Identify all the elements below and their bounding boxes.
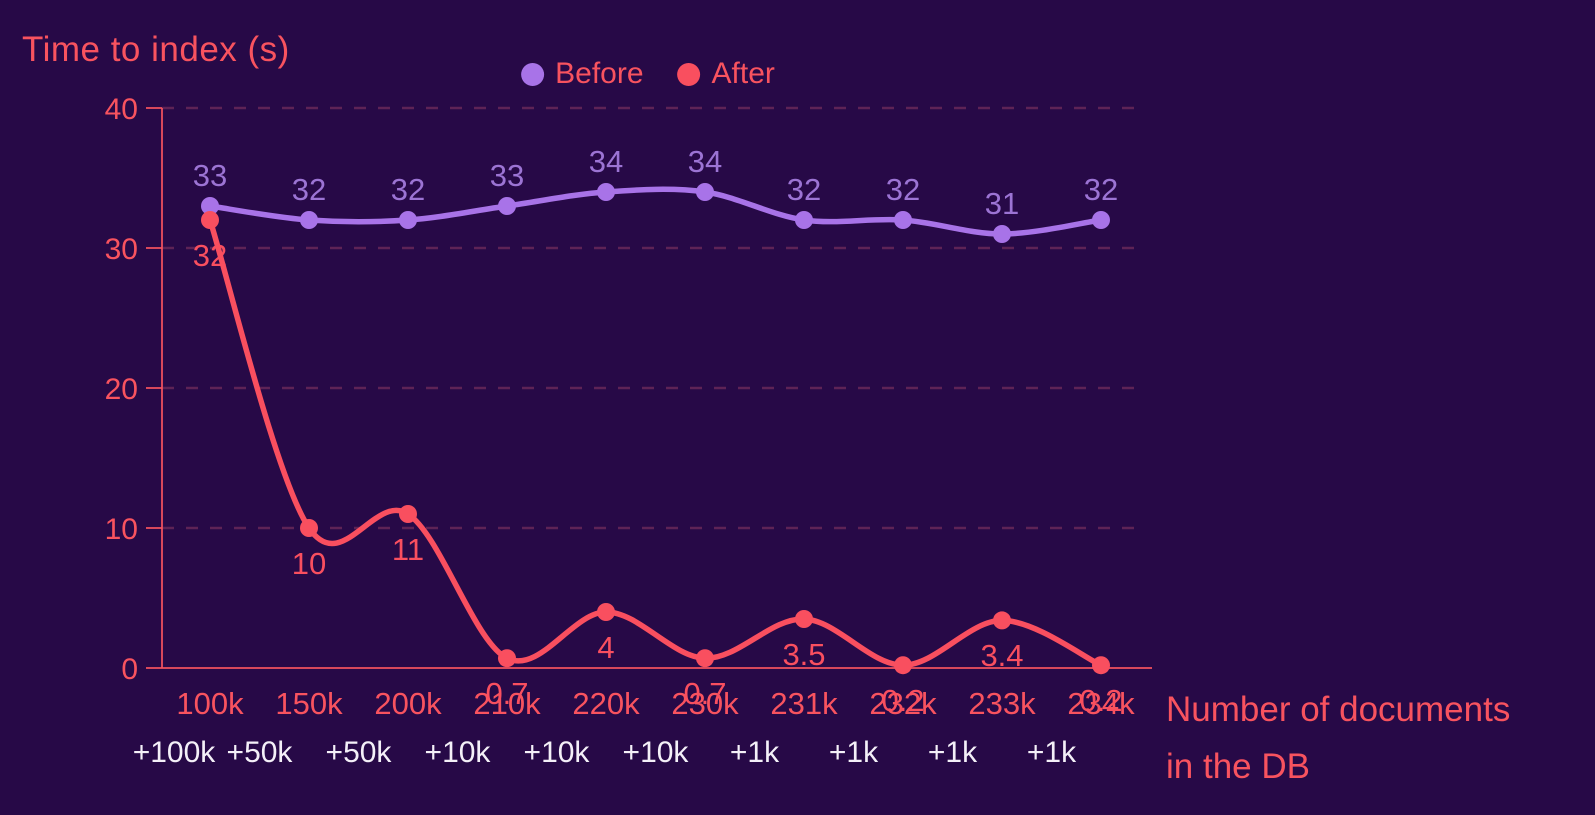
legend-dot-after-icon — [677, 62, 701, 86]
y-tick-label-0: 0 — [121, 653, 138, 686]
x-tick-label-234k: 234k — [1067, 686, 1135, 721]
increment-label-4: +10k — [524, 736, 591, 769]
after-point-label-232k: 0.2 — [881, 683, 924, 718]
after-point-label-233k: 3.4 — [980, 638, 1023, 673]
x-tick-label-150k: 150k — [275, 686, 343, 721]
before-point-label-230k: 34 — [688, 144, 722, 179]
y-tick-label-40: 40 — [105, 93, 138, 126]
y-tick-label-30: 30 — [105, 233, 138, 266]
after-point-150k[interactable] — [300, 519, 318, 537]
after-point-label-220k: 4 — [597, 630, 614, 665]
after-point-232k[interactable] — [894, 656, 912, 675]
after-point-label-210k: 0.7 — [485, 676, 528, 711]
x-tick-label-231k: 231k — [770, 686, 838, 721]
after-point-label-150k: 10 — [292, 546, 326, 581]
x-tick-label-232k: 232k — [869, 686, 937, 721]
increment-label-3: +10k — [425, 736, 492, 769]
legend-dot-before-icon — [521, 62, 545, 86]
after-point-label-100k: 32 — [193, 238, 227, 273]
after-point-100k[interactable] — [201, 211, 219, 229]
increment-label-8: +1k — [928, 736, 978, 769]
before-point-label-232k: 32 — [886, 172, 920, 207]
before-point-label-233k: 31 — [985, 186, 1019, 221]
legend: Before After — [521, 57, 775, 91]
y-tick-label-20: 20 — [105, 373, 138, 406]
before-point-label-210k: 33 — [490, 158, 524, 193]
x-tick-label-230k: 230k — [671, 686, 739, 721]
increment-label-9: +1k — [1027, 736, 1077, 769]
legend-label-after: After — [711, 57, 775, 90]
after-point-234k[interactable] — [1092, 656, 1110, 675]
y-tick-label-10: 10 — [105, 513, 138, 546]
before-point-label-200k: 32 — [391, 172, 425, 207]
before-point-label-234k: 32 — [1084, 172, 1118, 207]
after-point-233k[interactable] — [993, 611, 1011, 630]
increment-label-0: +100k — [133, 736, 217, 769]
chart-title: Time to index (s) — [22, 30, 290, 69]
legend-item-before[interactable]: Before — [521, 57, 644, 91]
increment-label-7: +1k — [829, 736, 879, 769]
legend-item-after[interactable]: After — [677, 57, 775, 91]
increment-label-2: +50k — [326, 736, 393, 769]
increment-label-6: +1k — [730, 736, 780, 769]
before-point-100k[interactable] — [201, 197, 219, 215]
x-tick-label-100k: 100k — [176, 686, 244, 721]
after-point-231k[interactable] — [795, 610, 813, 628]
after-point-200k[interactable] — [399, 505, 417, 523]
before-point-label-220k: 34 — [589, 144, 623, 179]
after-point-230k[interactable] — [696, 649, 714, 668]
before-point-label-100k: 33 — [193, 158, 227, 193]
after-point-220k[interactable] — [597, 603, 615, 621]
after-point-label-230k: 0.7 — [683, 676, 726, 711]
before-point-150k[interactable] — [300, 211, 318, 229]
before-point-230k[interactable] — [696, 183, 714, 201]
before-point-232k[interactable] — [894, 211, 912, 229]
x-axis-title-line1: Number of documents — [1166, 690, 1511, 729]
increment-label-1: +50k — [227, 736, 294, 769]
x-tick-label-200k: 200k — [374, 686, 442, 721]
legend-label-before: Before — [555, 57, 644, 90]
before-point-label-150k: 32 — [292, 172, 326, 207]
before-point-200k[interactable] — [399, 211, 417, 229]
before-point-210k[interactable] — [498, 197, 516, 215]
after-point-label-231k: 3.5 — [782, 637, 825, 672]
x-tick-label-233k: 233k — [968, 686, 1036, 721]
x-axis-title-line2: in the DB — [1166, 746, 1310, 786]
before-point-231k[interactable] — [795, 211, 813, 229]
increment-label-5: +10k — [623, 736, 690, 769]
x-axis-title: Number of documents in the DB — [1166, 682, 1510, 795]
after-point-210k[interactable] — [498, 649, 516, 668]
before-point-220k[interactable] — [597, 183, 615, 201]
after-line — [207, 217, 1104, 668]
before-point-233k[interactable] — [993, 225, 1011, 243]
after-point-label-200k: 11 — [392, 532, 424, 567]
before-line — [207, 186, 1104, 237]
after-point-label-234k: 0.2 — [1079, 683, 1122, 718]
x-tick-label-210k: 210k — [473, 686, 541, 721]
before-point-234k[interactable] — [1092, 211, 1110, 229]
x-tick-label-220k: 220k — [572, 686, 640, 721]
before-point-label-231k: 32 — [787, 172, 821, 207]
